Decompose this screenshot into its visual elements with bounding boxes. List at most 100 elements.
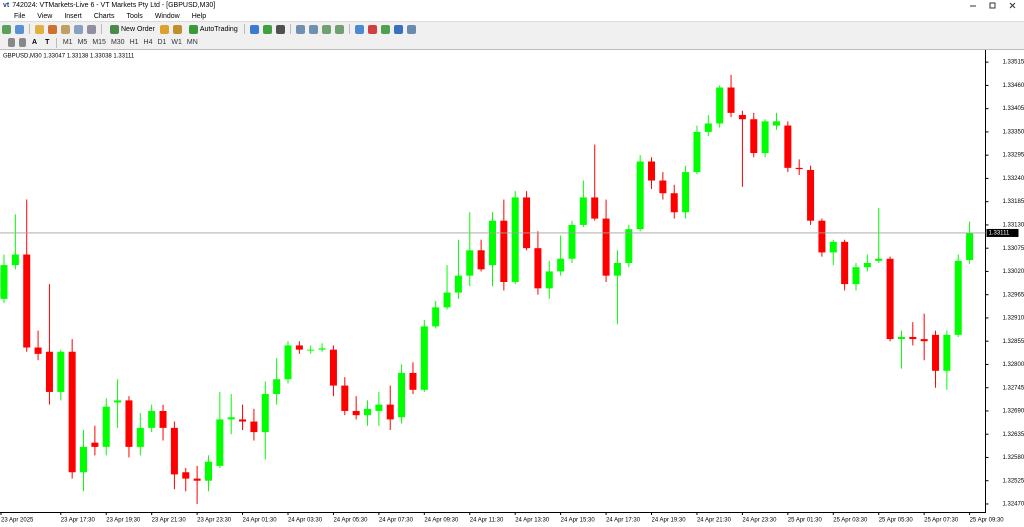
current-price-label: 1.33111 — [989, 231, 1010, 237]
icon[interactable] — [367, 24, 377, 34]
x-tick-label: 23 Apr 21:30 — [152, 518, 187, 524]
menu-item[interactable]: View — [37, 12, 53, 20]
y-tick-label: 1.32525 — [1003, 478, 1024, 484]
candle-body — [295, 345, 303, 350]
candle-body — [966, 232, 974, 261]
candle-body — [693, 131, 701, 173]
candle-body — [114, 400, 122, 403]
x-tick-label: 25 Apr 05:30 — [879, 518, 914, 524]
menu-item[interactable]: Window — [154, 12, 180, 20]
candle-body — [148, 410, 156, 428]
window-controls[interactable] — [964, 0, 1024, 11]
icon[interactable] — [74, 24, 83, 34]
candle-body — [250, 421, 258, 433]
x-tick-label: 25 Apr 09:30 — [970, 518, 1005, 524]
candle-body — [477, 250, 485, 270]
maximize[interactable] — [989, 2, 996, 9]
y-tick-label: 1.33295 — [1003, 153, 1024, 159]
candle-body — [511, 197, 519, 282]
candle-body — [307, 349, 315, 351]
icon[interactable] — [393, 24, 403, 34]
y-tick-label: 1.33515 — [1003, 60, 1024, 66]
icon[interactable] — [275, 24, 285, 34]
icon[interactable] — [48, 24, 57, 34]
timeframe[interactable]: H1 — [129, 39, 139, 46]
x-tick-label: 24 Apr 01:30 — [243, 518, 278, 524]
candle-body — [193, 478, 201, 481]
menu-bar: File View Insert Charts Tools Window Help — [0, 11, 1024, 21]
icon[interactable] — [406, 24, 416, 34]
menu-item[interactable]: Help — [191, 12, 207, 20]
tool[interactable]: T — [45, 39, 50, 46]
icon[interactable] — [172, 24, 182, 34]
candle-body — [352, 410, 360, 416]
candle-body — [920, 339, 928, 342]
x-tick-label: 24 Apr 15:30 — [561, 518, 596, 524]
y-tick-label: 1.32855 — [1003, 339, 1024, 345]
timeframe[interactable]: D1 — [157, 39, 167, 46]
x-tick-label: 23 Apr 17:30 — [61, 518, 96, 524]
candle-body — [466, 250, 474, 276]
icon[interactable] — [295, 24, 305, 34]
close[interactable] — [1009, 2, 1016, 9]
icon[interactable] — [15, 24, 24, 34]
menu-item[interactable]: File — [14, 12, 26, 20]
timeframe[interactable]: M15 — [92, 39, 106, 46]
tool[interactable]: A — [32, 39, 38, 46]
icon[interactable] — [87, 24, 96, 34]
candle-body — [545, 271, 553, 289]
candle-body — [68, 351, 76, 473]
icon[interactable] — [159, 24, 169, 34]
candle-body — [0, 265, 8, 299]
timeframe[interactable]: M1 — [62, 39, 73, 46]
chart: GBPUSD,M30 1.33047 1.33138 1.33038 1.331… — [0, 50, 1024, 527]
icon[interactable] — [2, 24, 11, 34]
menu-item[interactable]: Charts — [93, 12, 115, 20]
candle-body — [261, 394, 269, 433]
candle-body — [409, 372, 417, 390]
candle-body — [488, 220, 496, 266]
icon[interactable] — [334, 24, 344, 34]
x-tick-label: 23 Apr 2025 — [1, 518, 34, 524]
y-tick-label: 1.33130 — [1003, 223, 1024, 229]
candle-body — [284, 345, 292, 380]
candle-body — [386, 404, 394, 420]
candle-body — [125, 400, 133, 447]
y-tick-label: 1.32635 — [1003, 432, 1024, 438]
y-tick-label: 1.32745 — [1003, 385, 1024, 391]
icon[interactable] — [19, 38, 26, 47]
new-order-button[interactable]: New Order — [108, 24, 155, 34]
y-tick-label: 1.33075 — [1003, 246, 1024, 252]
menu-item[interactable]: Insert — [64, 12, 82, 20]
icon[interactable] — [308, 24, 318, 34]
icon[interactable] — [8, 38, 15, 47]
icon[interactable] — [321, 24, 331, 34]
timeframe[interactable]: M30 — [110, 39, 125, 46]
icon[interactable] — [262, 24, 272, 34]
current-price-box — [986, 228, 1019, 237]
icon[interactable] — [354, 24, 364, 34]
candle-body — [375, 404, 383, 411]
menu-item[interactable]: Tools — [126, 12, 143, 20]
icon[interactable] — [249, 24, 259, 34]
timeframe[interactable]: H4 — [143, 39, 153, 46]
timeframe[interactable]: MN — [186, 39, 198, 46]
candle-body — [568, 224, 576, 259]
icon[interactable] — [380, 24, 390, 34]
candle-body — [886, 258, 894, 340]
y-tick-label: 1.33185 — [1003, 199, 1024, 205]
icon[interactable] — [35, 24, 44, 34]
icon[interactable] — [61, 24, 70, 34]
y-tick-label: 1.33405 — [1003, 106, 1024, 112]
timeframe[interactable]: M5 — [77, 39, 88, 46]
x-tick-label: 24 Apr 19:30 — [652, 518, 687, 524]
x-tick-label: 25 Apr 01:30 — [788, 518, 823, 524]
candle-body — [182, 472, 190, 479]
x-tick-label: 25 Apr 03:30 — [833, 518, 868, 524]
y-tick-label: 1.32800 — [1003, 362, 1024, 368]
candle-body — [432, 307, 440, 327]
autotrading-button[interactable]: AutoTrading — [187, 24, 238, 34]
candle-body — [863, 262, 871, 268]
candle-body — [716, 87, 724, 124]
timeframe[interactable]: W1 — [171, 39, 182, 46]
